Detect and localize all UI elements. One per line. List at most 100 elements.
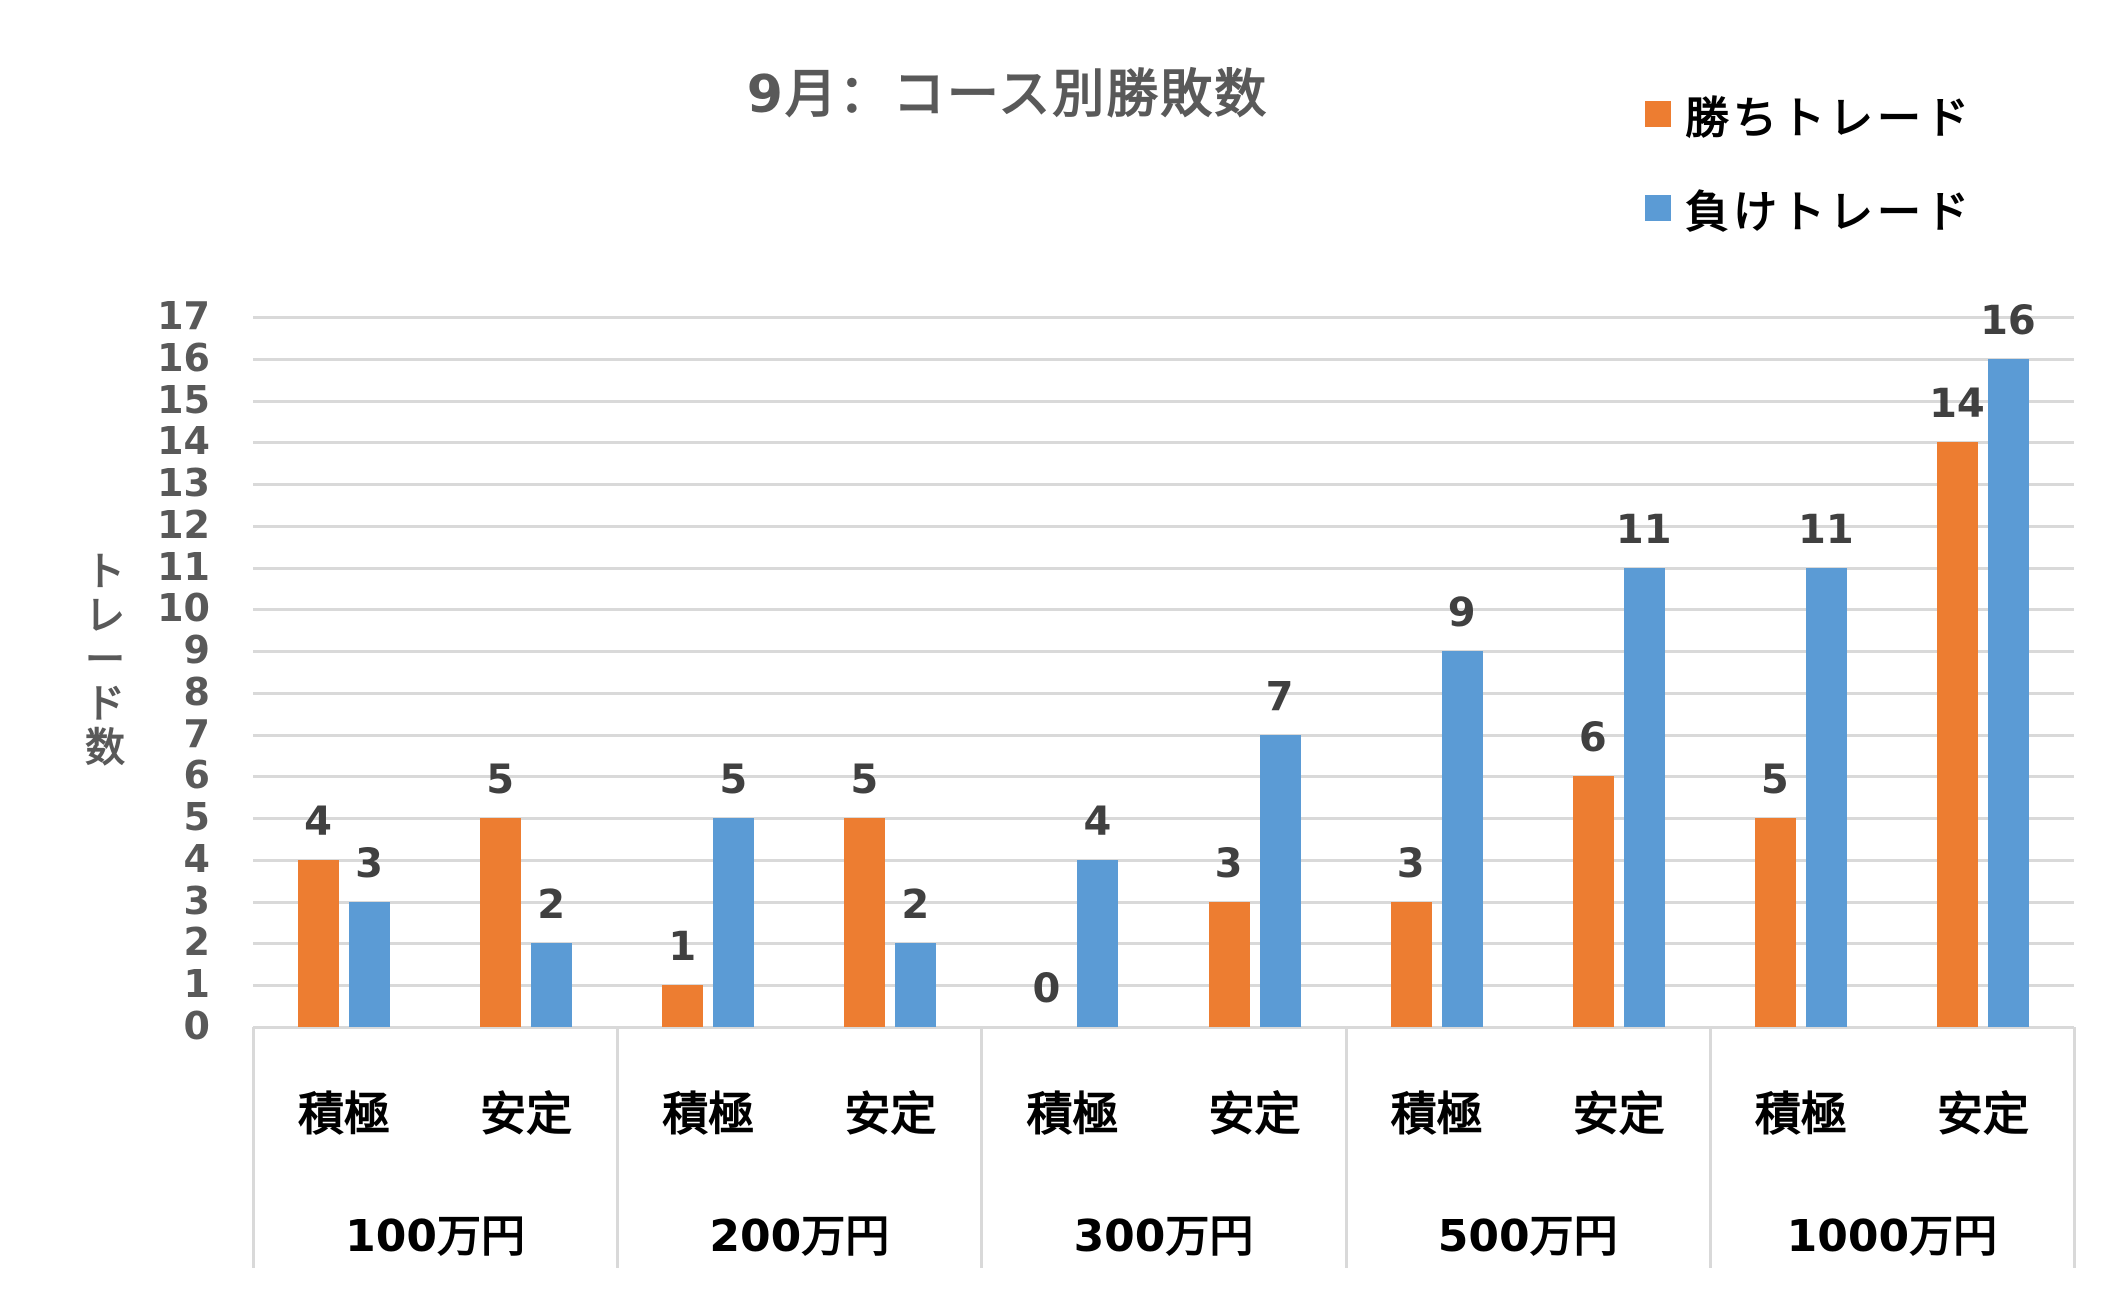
y-tick-label: 5 [183,795,210,840]
data-label: 0 [1032,966,1061,1012]
y-tick-label: 10 [157,586,210,631]
y-tick-label: 9 [183,628,210,673]
y-tick-label: 16 [157,335,210,380]
data-label: 6 [1578,715,1607,762]
chart-title: 9月：コース別勝敗数 [746,65,1269,125]
gridline [253,650,2074,654]
gridline [253,566,2074,570]
gridline [253,900,2074,904]
data-label: 7 [1265,673,1294,720]
y-tick-label: 3 [183,878,210,923]
category-label: 安定 [844,1087,937,1141]
y-axis-label: トレード数 [85,549,125,771]
y-tick-label: 8 [183,669,210,714]
axis-divider [1708,1027,1712,1268]
category-label: 積極 [1754,1087,1847,1141]
gridline [253,483,2074,487]
y-tick-label: 7 [183,711,210,756]
y-tick-label: 0 [183,1004,210,1048]
bar-loss [1259,734,1301,1027]
axis-divider [2073,1027,2076,1268]
data-label: 5 [719,757,748,804]
data-label: 4 [304,798,332,845]
data-label: 5 [1760,757,1789,804]
bar-win [1754,818,1796,1027]
bar-win [480,818,522,1027]
data-label: 3 [1214,840,1243,887]
gridline [253,858,2074,862]
gridline [253,441,2074,445]
gridline [253,399,2074,403]
gridline [253,608,2074,612]
x-axis-line [253,1026,2074,1029]
data-label: 4 [1083,798,1112,845]
gridline [253,316,2074,319]
category-label: 安定 [480,1087,573,1141]
legend-item-win: 勝ちトレード [1645,88,1973,144]
group-label: 500万円 [1437,1211,1618,1262]
bar-loss [713,818,755,1027]
gridline [253,984,2074,988]
bar-win [298,859,340,1027]
data-label: 5 [486,757,515,804]
gridline [253,775,2074,779]
y-tick-label: 2 [183,920,210,965]
category-label: 積極 [662,1087,755,1141]
group-label: 100万円 [345,1211,526,1262]
category-label: 安定 [1208,1087,1301,1141]
axis-divider [252,1027,255,1268]
data-label: 11 [1798,506,1854,553]
axis-divider [980,1027,984,1268]
bar-win [844,818,886,1027]
data-label: 9 [1447,590,1476,637]
y-tick-label: 17 [157,294,210,338]
bar-loss [1623,567,1665,1027]
gridline [253,733,2074,737]
y-tick-label: 6 [183,753,210,798]
y-tick-label: 14 [157,419,210,464]
bar-win [1390,901,1432,1027]
category-label: 積極 [298,1087,391,1141]
category-label: 積極 [1390,1087,1483,1141]
data-label: 5 [850,757,879,804]
data-label: 3 [355,840,383,887]
gridline [253,357,2074,361]
gridline [253,942,2074,946]
bar-loss [349,901,391,1027]
gridline [253,524,2074,528]
data-label: 14 [1929,381,1985,428]
data-label: 11 [1615,506,1672,553]
data-label: 2 [537,882,566,929]
group-label: 300万円 [1073,1211,1254,1262]
bar-win [662,985,704,1027]
data-label: 3 [1396,840,1425,887]
bar-loss [1805,567,1847,1027]
group-label: 1000万円 [1786,1211,1998,1262]
bar-win [1208,901,1250,1027]
legend-swatch-win-icon [1645,101,1671,127]
data-label: 2 [901,882,930,929]
y-tick-label: 13 [157,461,210,506]
axis-divider [616,1027,620,1268]
legend: 勝ちトレード 負けトレード [1645,88,1973,276]
data-label: 1 [668,924,697,971]
legend-item-loss: 負けトレード [1645,182,1973,238]
y-tick-label: 4 [183,836,210,881]
y-tick-label: 12 [157,502,210,547]
bar-loss [1987,358,2029,1027]
category-label: 安定 [1572,1087,1665,1141]
bar-win [1936,442,1978,1027]
bar-loss [531,943,573,1027]
y-tick-label: 11 [157,544,210,589]
group-label: 200万円 [709,1211,890,1262]
bar-loss [895,943,937,1027]
data-label: 16 [1980,297,2036,344]
y-tick-label: 1 [183,962,210,1007]
bar-loss [1441,651,1483,1027]
legend-label: 勝ちトレード [1685,93,1973,144]
legend-swatch-loss-icon [1645,195,1671,221]
y-tick-label: 15 [157,377,210,422]
category-label: 積極 [1026,1087,1119,1141]
category-label: 安定 [1936,1087,2029,1141]
bar-win [1572,776,1614,1027]
